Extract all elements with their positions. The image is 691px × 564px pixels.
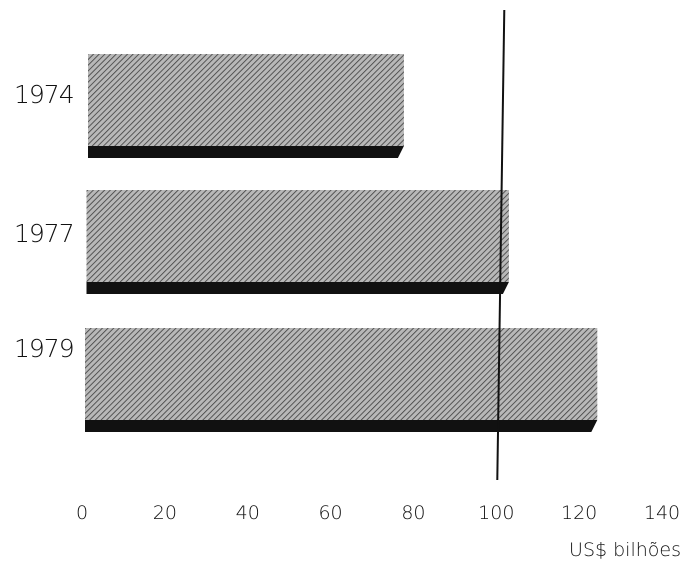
x-tick-label-40: 40 [236,502,260,524]
category-label-1977: 1977 [14,219,74,248]
x-tick-label-100: 100 [478,502,514,524]
bar-face [88,54,404,146]
bars-layer [85,54,598,432]
category-label-1979: 1979 [14,334,74,363]
x-tick-label-120: 120 [561,502,597,524]
reference-line-layer [496,9,506,481]
x-tick-label-20: 20 [153,502,177,524]
category-label-1974: 1974 [14,80,74,109]
x-tick-label-60: 60 [318,502,342,524]
x-axis-tick-labels: 0 20 40 60 80 100 120 140 [76,502,680,524]
bar-shadow [88,146,404,158]
bar-1979 [85,328,598,432]
reference-line-100 [496,9,506,481]
category-labels: 1974 1977 1979 [14,80,75,363]
bar-face [85,328,598,420]
bar-1977 [86,190,509,294]
bar-shadow [85,420,598,432]
x-tick-label-80: 80 [401,502,425,524]
x-tick-label-0: 0 [76,502,88,524]
x-tick-label-140: 140 [644,502,680,524]
bar-shadow [86,282,509,294]
bar-1974 [88,54,404,158]
x-axis-unit-label: US$ bilhões [569,539,681,561]
bar-face [86,190,509,282]
